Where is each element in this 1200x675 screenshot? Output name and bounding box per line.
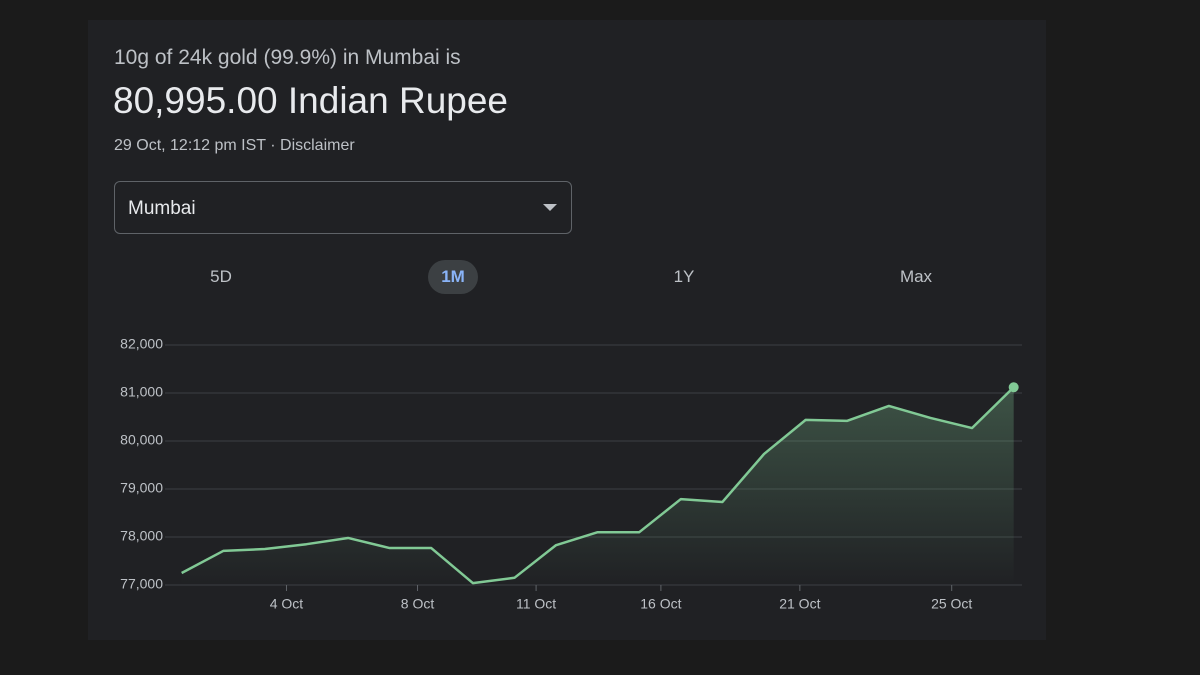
range-tab[interactable]: 1M xyxy=(428,260,478,294)
range-tab[interactable]: 1Y xyxy=(673,267,695,286)
subtitle: 10g of 24k gold (99.9%) in Mumbai is xyxy=(114,46,461,69)
area-fill xyxy=(181,387,1014,585)
x-tick-label: 25 Oct xyxy=(931,596,972,612)
x-tick-label: 4 Oct xyxy=(270,596,304,612)
x-tick-label: 16 Oct xyxy=(640,596,681,612)
price: 80,995.00 Indian Rupee xyxy=(113,80,509,121)
timestamp: 29 Oct, 12:12 pm IST xyxy=(114,137,266,154)
card: 10g of 24k gold (99.9%) in Mumbai is 80,… xyxy=(88,20,1046,640)
x-tick-label: 21 Oct xyxy=(779,596,820,612)
y-tick-label: 79,000 xyxy=(120,480,163,496)
range-tab[interactable]: 5D xyxy=(210,267,232,286)
timestamp-row: 29 Oct, 12:12 pm IST · Disclaimer xyxy=(114,137,355,155)
y-tick-label: 80,000 xyxy=(120,432,163,448)
end-dot xyxy=(1008,382,1019,393)
price-line xyxy=(181,386,1015,585)
y-tick-label: 78,000 xyxy=(120,528,163,544)
y-tick-label: 81,000 xyxy=(120,384,163,400)
range-tab[interactable]: Max xyxy=(899,267,933,286)
y-tick-label: 77,000 xyxy=(120,576,163,592)
disclaimer[interactable]: Disclaimer xyxy=(280,137,355,154)
x-tick-label: 11 Oct xyxy=(516,596,556,612)
y-tick-label: 82,000 xyxy=(120,336,163,352)
dropdown-value: Mumbai xyxy=(128,198,196,219)
x-tick-label: 8 Oct xyxy=(401,596,435,612)
chart: 77,000 78,000 79,000 80,000 81,000 82,000 4 Oc… xyxy=(120,336,1022,612)
city-dropdown[interactable]: Mumbai xyxy=(114,181,572,234)
separator: · xyxy=(270,137,276,154)
dropdown-arrow xyxy=(543,204,557,211)
